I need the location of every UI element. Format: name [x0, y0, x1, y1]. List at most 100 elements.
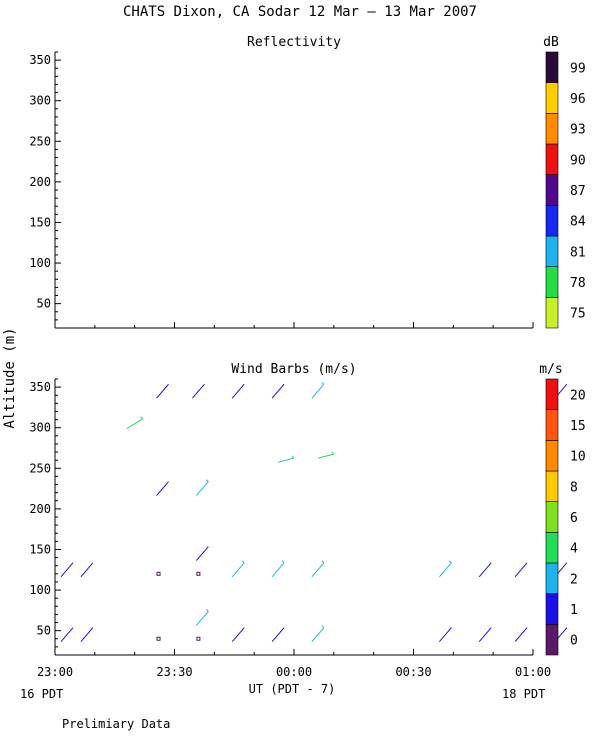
wind-barb — [80, 562, 94, 578]
colorbar-label: 2 — [570, 572, 578, 587]
wind-barb-flag — [281, 560, 285, 564]
wind-barb — [514, 627, 528, 643]
wind-barb-flag — [291, 455, 295, 459]
colorbar-swatch — [545, 440, 559, 472]
colorbar-label: 84 — [570, 215, 586, 230]
preliminary-note: Prelimiary Data — [62, 717, 170, 731]
wind-barb-flag — [241, 560, 245, 564]
colorbar-label: 8 — [570, 480, 578, 495]
colorbar-label: 93 — [570, 123, 586, 138]
y-tick-label: 200 — [29, 502, 51, 516]
reflectivity-title: Reflectivity — [247, 35, 341, 50]
colorbar-swatch — [545, 235, 559, 267]
calm-marker — [156, 636, 161, 641]
colorbar-swatch — [545, 593, 559, 625]
x-axis-label: UT (PDT - 7) — [249, 682, 336, 696]
y-tick-label: 250 — [29, 461, 51, 475]
y-tick-label: 50 — [37, 624, 51, 638]
calm-marker — [196, 571, 201, 576]
wind-plot-frame — [54, 379, 533, 656]
colorbar-swatch — [545, 532, 559, 564]
reflectivity-plot-frame — [54, 52, 533, 329]
y-tick-label: 50 — [37, 297, 51, 311]
wind-barb-flag — [449, 560, 452, 564]
wind-barb — [438, 627, 452, 643]
y-tick-label: 200 — [29, 175, 51, 189]
colorbar-swatch — [545, 266, 559, 298]
wind-x-axis: 23:00 23:30 00:00 00:30 01:00 — [37, 649, 551, 679]
x-tick-label: 00:30 — [395, 665, 431, 679]
y-tick-label: 100 — [29, 583, 51, 597]
x-tick-label: 01:00 — [515, 665, 551, 679]
colorbar-swatch — [545, 501, 559, 533]
colorbar-label: 10 — [570, 450, 586, 465]
wind-barb — [271, 562, 285, 578]
x-tick-label: 23:30 — [156, 665, 192, 679]
colorbar-label: 78 — [570, 276, 586, 291]
wind-barb-flag — [321, 625, 325, 629]
wind-barb — [126, 418, 143, 430]
wind-barb — [478, 627, 492, 643]
calm-marker — [156, 571, 161, 576]
y-tick-label: 100 — [29, 256, 51, 270]
y-tick-label: 300 — [29, 421, 51, 435]
wind-barb-flag — [321, 560, 325, 564]
colorbar-swatch — [545, 297, 559, 329]
colorbar-swatch — [545, 113, 559, 145]
wind-barb — [231, 627, 245, 643]
colorbar-label: 4 — [570, 542, 578, 557]
wind-barb-flag — [331, 451, 335, 455]
wind-barb — [271, 383, 285, 399]
y-tick-label: 250 — [29, 134, 51, 148]
wind-barb — [478, 562, 492, 578]
colorbar-swatch — [545, 470, 559, 502]
wind-y-axis: 50 100 150 200 250 300 350 — [29, 378, 61, 656]
wind-barb — [60, 627, 74, 643]
colorbar-label: 90 — [570, 153, 586, 168]
wind-barb — [231, 562, 245, 578]
wind-barb — [156, 383, 169, 399]
colorbar-swatch — [545, 624, 559, 656]
y-axis-label: Altitude (m) — [2, 327, 18, 428]
reflectivity-y-axis: 50 100 150 200 250 300 350 — [29, 51, 61, 329]
wind-colorbar: 0 1 2 4 6 8 10 15 20 — [545, 378, 586, 656]
y-tick-label: 150 — [29, 215, 51, 229]
wind-barb — [60, 562, 74, 578]
colorbar-swatch — [545, 143, 559, 175]
colorbar-label: 75 — [570, 307, 586, 322]
colorbar-label: 20 — [570, 388, 586, 403]
wind-barb — [438, 562, 452, 578]
wind-barb — [514, 562, 528, 578]
wind-barb-flag — [321, 381, 325, 385]
colorbar-swatch — [545, 51, 559, 83]
wind-barb — [231, 383, 245, 399]
wind-barb — [196, 481, 209, 496]
wind-barb-panel: Wind Barbs (m/s) m/s 5010015020025030035… — [29, 362, 585, 679]
colorbar-label: 81 — [570, 245, 586, 260]
wind-barb — [271, 627, 285, 643]
wind-barb — [196, 611, 209, 626]
wind-barbs — [60, 381, 568, 643]
wind-barb — [311, 383, 325, 399]
y-tick-label: 350 — [29, 53, 51, 67]
wind-barb — [311, 562, 325, 578]
wind-barb — [196, 546, 209, 561]
colorbar-swatch — [545, 205, 559, 237]
colorbar-swatch — [545, 174, 559, 206]
wind-barb — [156, 481, 169, 496]
figure-title: CHATS Dixon, CA Sodar 12 Mar — 13 Mar 20… — [123, 4, 477, 20]
reflectivity-colorbar-unit: dB — [543, 35, 559, 50]
colorbar-label: 96 — [570, 92, 586, 107]
y-tick-label: 150 — [29, 542, 51, 556]
wind-colorbar-unit: m/s — [539, 362, 562, 377]
colorbar-swatch — [545, 82, 559, 114]
wind-barb — [317, 453, 334, 459]
y-tick-label: 350 — [29, 380, 51, 394]
colorbar-label: 1 — [570, 603, 578, 618]
x-tick-label: 00:00 — [276, 665, 312, 679]
wind-barb-flag — [206, 479, 209, 482]
x-date-right: 18 PDT — [502, 687, 545, 701]
reflectivity-x-axis — [54, 322, 534, 328]
